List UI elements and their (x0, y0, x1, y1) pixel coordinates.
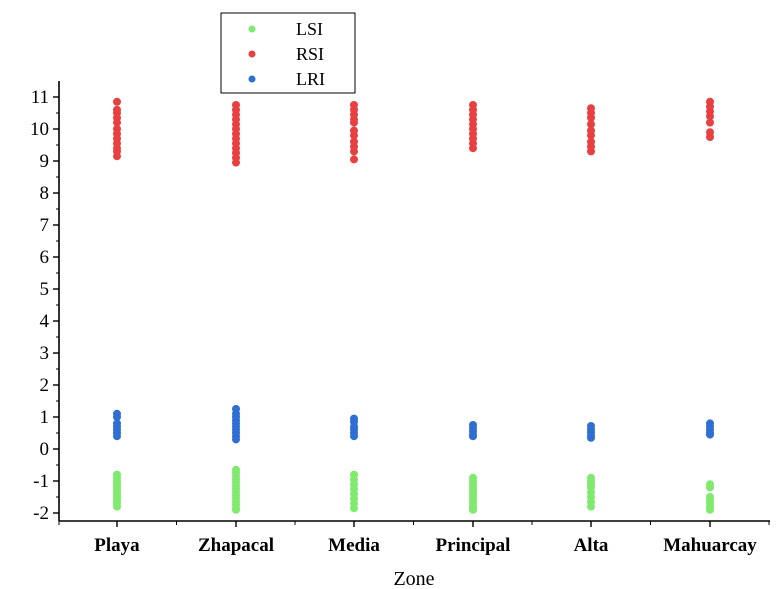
point-rsi (587, 131, 595, 140)
x-tick-label: Mahuarcay (663, 535, 757, 556)
point-lsi (587, 502, 595, 511)
point-rsi (113, 152, 121, 161)
x-ticks: Playa Zhapacal Media Principal Alta Mahuarcay (58, 521, 770, 556)
y-tick-label: 10 (30, 119, 49, 140)
y-tick-label: 6 (40, 247, 50, 268)
point-lri (350, 432, 358, 441)
y-tick-label: 5 (40, 279, 50, 300)
point-lsi (469, 505, 477, 514)
y-tick-label: 11 (31, 87, 49, 108)
x-tick-label: Principal (436, 535, 511, 556)
legend-marker-lri (248, 75, 256, 83)
point-rsi (469, 144, 477, 153)
point-lri (113, 432, 121, 441)
point-lsi (350, 504, 358, 513)
y-tick-label: 1 (40, 407, 50, 428)
point-rsi (706, 133, 714, 141)
point-rsi (706, 112, 714, 121)
y-tick-label: 4 (40, 311, 50, 332)
x-tick-label: Alta (574, 535, 609, 556)
point-rsi (113, 97, 121, 106)
point-rsi (350, 147, 358, 156)
point-rsi (350, 131, 358, 140)
data-points (113, 97, 714, 514)
legend-label-lri: LRI (296, 69, 325, 89)
x-tick-label: Playa (94, 535, 140, 556)
point-rsi (232, 158, 240, 167)
x-tick-label: Zhapacal (198, 535, 274, 556)
x-axis-label: Zone (393, 568, 434, 589)
point-rsi (113, 118, 121, 127)
legend: LSI RSI LRI (220, 12, 356, 94)
point-lri (706, 430, 714, 439)
y-tick-label: 0 (40, 439, 50, 460)
point-lri (469, 432, 477, 441)
point-rsi (706, 118, 714, 127)
point-lsi (232, 505, 240, 514)
point-lri (587, 433, 595, 442)
y-tick-label: 3 (40, 343, 50, 364)
point-rsi (350, 118, 358, 127)
legend-box (220, 12, 356, 94)
legend-label-rsi: RSI (296, 44, 324, 64)
point-lsi (706, 483, 714, 492)
y-tick-label: 2 (40, 375, 50, 396)
point-lri (113, 413, 121, 421)
legend-marker-rsi (248, 50, 256, 58)
y-tick-label: 7 (40, 215, 50, 236)
y-tick-label: -2 (33, 503, 49, 524)
y-tick-label: 8 (40, 183, 50, 204)
point-lsi (113, 502, 121, 511)
point-lsi (706, 505, 714, 514)
point-rsi (350, 155, 358, 164)
point-rsi (587, 113, 595, 122)
x-tick-label: Media (328, 535, 380, 556)
y-tick-label: 9 (40, 151, 50, 172)
y-tick-label: -1 (33, 471, 49, 492)
legend-label-lsi: LSI (296, 19, 323, 39)
point-rsi (587, 120, 595, 129)
y-ticks: -2 -1 0 1 2 3 4 5 6 7 8 9 10 11 (30, 87, 59, 524)
legend-marker-lsi (248, 25, 256, 33)
point-rsi (587, 147, 595, 156)
point-lri (232, 435, 240, 444)
